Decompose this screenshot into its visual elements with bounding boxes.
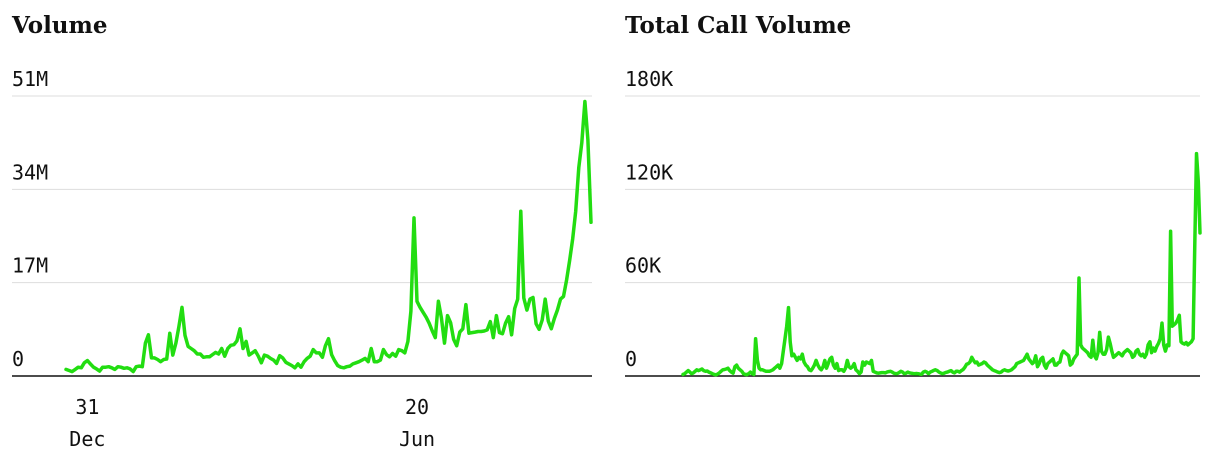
chart-title: Total Call Volume xyxy=(625,12,852,39)
x-tick-month-label: Jun xyxy=(399,427,435,451)
series-line xyxy=(681,151,1202,377)
y-tick-label: 120K xyxy=(625,160,673,184)
x-tick-day-label: 20 xyxy=(405,395,429,419)
call-volume-chart: 0 60K 120K 180K xyxy=(625,67,1202,377)
y-tick-label: 17M xyxy=(12,254,48,278)
x-tick-month-label: Dec xyxy=(69,427,105,451)
series-line xyxy=(64,99,593,374)
chart-title: Volume xyxy=(12,12,108,39)
y-tick-label: 34M xyxy=(12,160,48,184)
y-tick-label: 0 xyxy=(12,347,24,371)
y-tick-label: 60K xyxy=(625,254,661,278)
volume-chart-panel: Volume 0 17M 34M 51M 31 Dec 20 Jun xyxy=(12,0,593,470)
call-volume-chart-panel: Total Call Volume 0 60K 120K 180K xyxy=(625,0,1210,470)
x-tick-day-label: 31 xyxy=(75,395,99,419)
y-tick-label: 180K xyxy=(625,67,673,91)
volume-chart: 0 17M 34M 51M 31 Dec 20 Jun xyxy=(12,67,593,451)
y-tick-label: 51M xyxy=(12,67,48,91)
y-tick-label: 0 xyxy=(625,347,637,371)
